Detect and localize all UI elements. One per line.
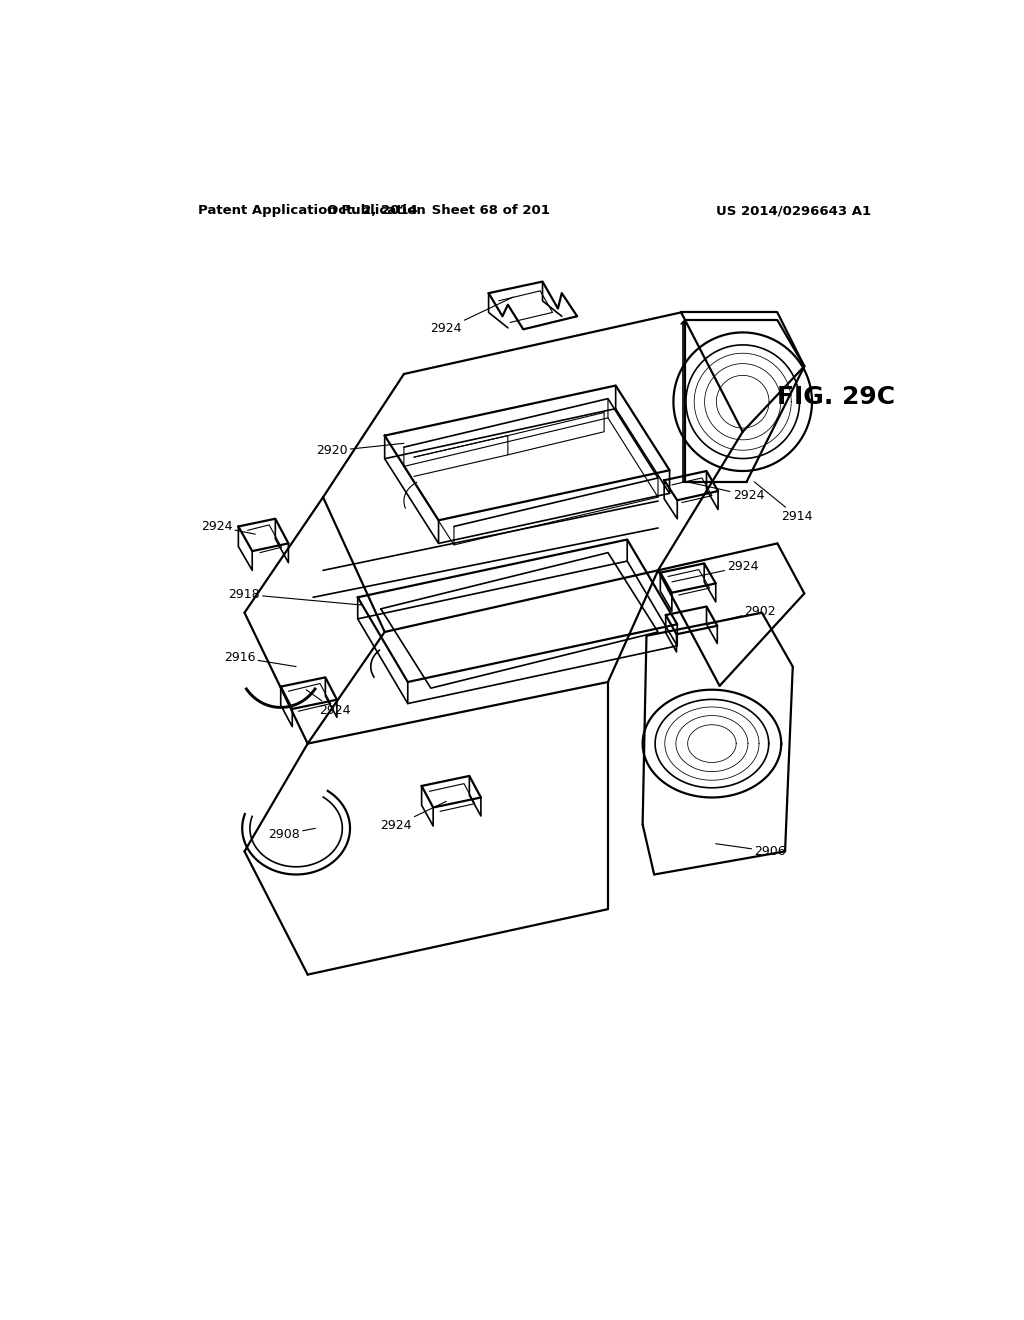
Text: 2924: 2924: [380, 801, 446, 832]
Text: FIG. 29C: FIG. 29C: [777, 385, 895, 409]
Text: Oct. 2, 2014   Sheet 68 of 201: Oct. 2, 2014 Sheet 68 of 201: [327, 205, 550, 218]
Text: 2924: 2924: [430, 297, 513, 335]
Text: 2906: 2906: [716, 843, 785, 858]
Text: 2916: 2916: [224, 651, 296, 667]
Text: 2920: 2920: [316, 444, 403, 458]
Text: 2914: 2914: [755, 482, 813, 523]
Text: 2924: 2924: [201, 520, 255, 535]
Text: 2902: 2902: [708, 605, 776, 624]
Text: 2924: 2924: [672, 560, 759, 582]
Text: 2924: 2924: [687, 482, 764, 502]
Text: Patent Application Publication: Patent Application Publication: [199, 205, 426, 218]
Text: 2918: 2918: [228, 587, 361, 605]
Text: US 2014/0296643 A1: US 2014/0296643 A1: [716, 205, 870, 218]
Text: 2908: 2908: [268, 828, 315, 841]
Text: 2924: 2924: [306, 689, 350, 717]
